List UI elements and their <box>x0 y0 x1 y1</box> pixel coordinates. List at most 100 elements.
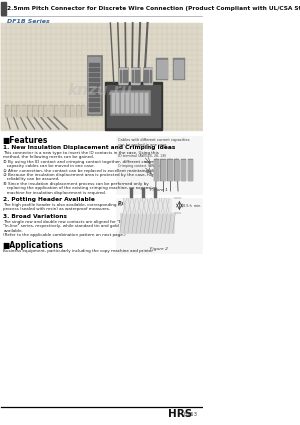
Bar <box>39 106 41 116</box>
Bar <box>89 93 99 96</box>
Bar <box>140 93 142 112</box>
Bar <box>174 159 179 181</box>
Bar <box>123 198 171 213</box>
Bar <box>11 106 14 116</box>
Bar <box>82 106 85 116</box>
Text: 2.5mm Pitch Connector for Discrete Wire Connection (Product Compliant with UL/CS: 2.5mm Pitch Connector for Discrete Wire … <box>8 6 300 11</box>
Bar <box>89 98 99 101</box>
Bar <box>107 85 160 127</box>
Bar <box>188 159 193 181</box>
Text: process (sealed with resin) as waterproof measures.: process (sealed with resin) as waterproo… <box>3 207 110 211</box>
Bar <box>174 60 184 78</box>
Bar <box>121 93 123 112</box>
Bar <box>89 78 99 81</box>
Bar <box>118 67 128 85</box>
Bar <box>145 93 147 112</box>
Bar <box>156 58 168 80</box>
Bar <box>121 92 124 113</box>
Bar <box>125 92 129 113</box>
Bar <box>160 159 166 181</box>
Bar <box>132 70 134 82</box>
Text: This connector is a new type to insert the ID contacts in the case. Using this: This connector is a new type to insert t… <box>3 151 159 155</box>
Bar <box>22 105 26 117</box>
Bar <box>125 70 127 82</box>
Bar <box>120 213 174 233</box>
Bar <box>147 70 148 82</box>
Bar <box>122 70 124 82</box>
Bar <box>89 103 99 106</box>
Bar <box>144 70 145 82</box>
Bar <box>135 93 137 112</box>
Bar <box>89 73 99 76</box>
Text: 1. New Insulation Displacement and Crimping Ideas: 1. New Insulation Displacement and Crimp… <box>3 145 175 150</box>
Bar <box>88 57 100 113</box>
Bar <box>131 68 140 84</box>
Bar <box>89 63 99 66</box>
Bar <box>175 160 179 180</box>
Text: Potting status: Potting status <box>118 201 158 206</box>
Text: method, the following merits can be gained.: method, the following merits can be gain… <box>3 156 94 159</box>
Bar <box>50 106 52 116</box>
Bar <box>154 160 158 180</box>
Bar <box>89 88 99 91</box>
Bar <box>161 160 165 180</box>
Bar <box>76 106 79 116</box>
Bar <box>17 106 20 116</box>
Bar <box>87 55 102 115</box>
Text: ④ Since the insulation displacement process can be performed only by: ④ Since the insulation displacement proc… <box>3 182 149 186</box>
Text: Figure 1: Figure 1 <box>150 188 168 192</box>
Bar <box>89 108 99 111</box>
Text: Crimping contact (AWG14 to 22): Crimping contact (AWG14 to 22) <box>118 164 172 168</box>
Bar <box>70 105 74 117</box>
Bar <box>98 105 101 117</box>
Bar <box>140 92 143 113</box>
Bar <box>172 58 185 80</box>
Text: ③ Because the insulation displacement area is protected by the case, high: ③ Because the insulation displacement ar… <box>3 173 157 177</box>
Text: B153: B153 <box>184 411 198 416</box>
Bar <box>38 105 42 117</box>
Bar <box>154 159 159 181</box>
Text: ■Applications: ■Applications <box>3 241 64 250</box>
Text: ② After connection, the contact can be replaced is excellent maintainability.: ② After connection, the contact can be r… <box>3 169 159 173</box>
Text: 10.5 h  min.: 10.5 h min. <box>182 204 202 207</box>
Bar <box>5 105 10 117</box>
Bar <box>92 105 96 117</box>
Bar <box>168 160 172 180</box>
Bar <box>157 60 167 78</box>
Bar <box>143 67 152 85</box>
Bar <box>71 106 74 116</box>
Bar <box>33 106 36 116</box>
Text: replacing the application of the existing crimping machine, no expensive: replacing the application of the existin… <box>3 186 157 190</box>
Text: Figure 2: Figure 2 <box>150 247 168 251</box>
Bar <box>27 105 31 117</box>
Text: ① By using the ID contact and crimping contact together, different current: ① By using the ID contact and crimping c… <box>3 160 157 164</box>
Text: Business equipment, particularly including the copy machine and printer: Business equipment, particularly includi… <box>3 249 154 253</box>
Bar <box>137 70 139 82</box>
Bar <box>116 198 202 253</box>
Text: (Refer to the applicable combination pattern on next page.): (Refer to the applicable combination pat… <box>3 233 126 237</box>
Bar <box>130 188 133 198</box>
Bar <box>150 70 151 82</box>
Bar <box>55 106 58 116</box>
Bar <box>32 105 37 117</box>
Bar <box>119 68 127 84</box>
Text: reliability can be assured.: reliability can be assured. <box>3 177 60 181</box>
Bar <box>81 105 85 117</box>
Text: The single row and double row contacts are aligned for "Board to Cable" and: The single row and double row contacts a… <box>3 220 161 224</box>
Bar <box>89 68 99 71</box>
Bar <box>111 92 114 113</box>
Bar <box>143 68 152 84</box>
Text: 2. Potting Header Available: 2. Potting Header Available <box>3 197 94 202</box>
Bar <box>65 105 69 117</box>
Bar <box>98 106 101 116</box>
Text: DF1B Series: DF1B Series <box>8 19 50 24</box>
Bar <box>2 2 6 15</box>
Text: available.: available. <box>3 229 23 232</box>
Text: machine for insulation displacement is required.: machine for insulation displacement is r… <box>3 190 106 195</box>
Bar <box>43 105 47 117</box>
Bar <box>126 93 128 112</box>
Bar <box>167 159 172 181</box>
Text: can be packed in one case.: can be packed in one case. <box>118 143 167 147</box>
Bar <box>131 67 140 85</box>
Bar <box>22 106 25 116</box>
